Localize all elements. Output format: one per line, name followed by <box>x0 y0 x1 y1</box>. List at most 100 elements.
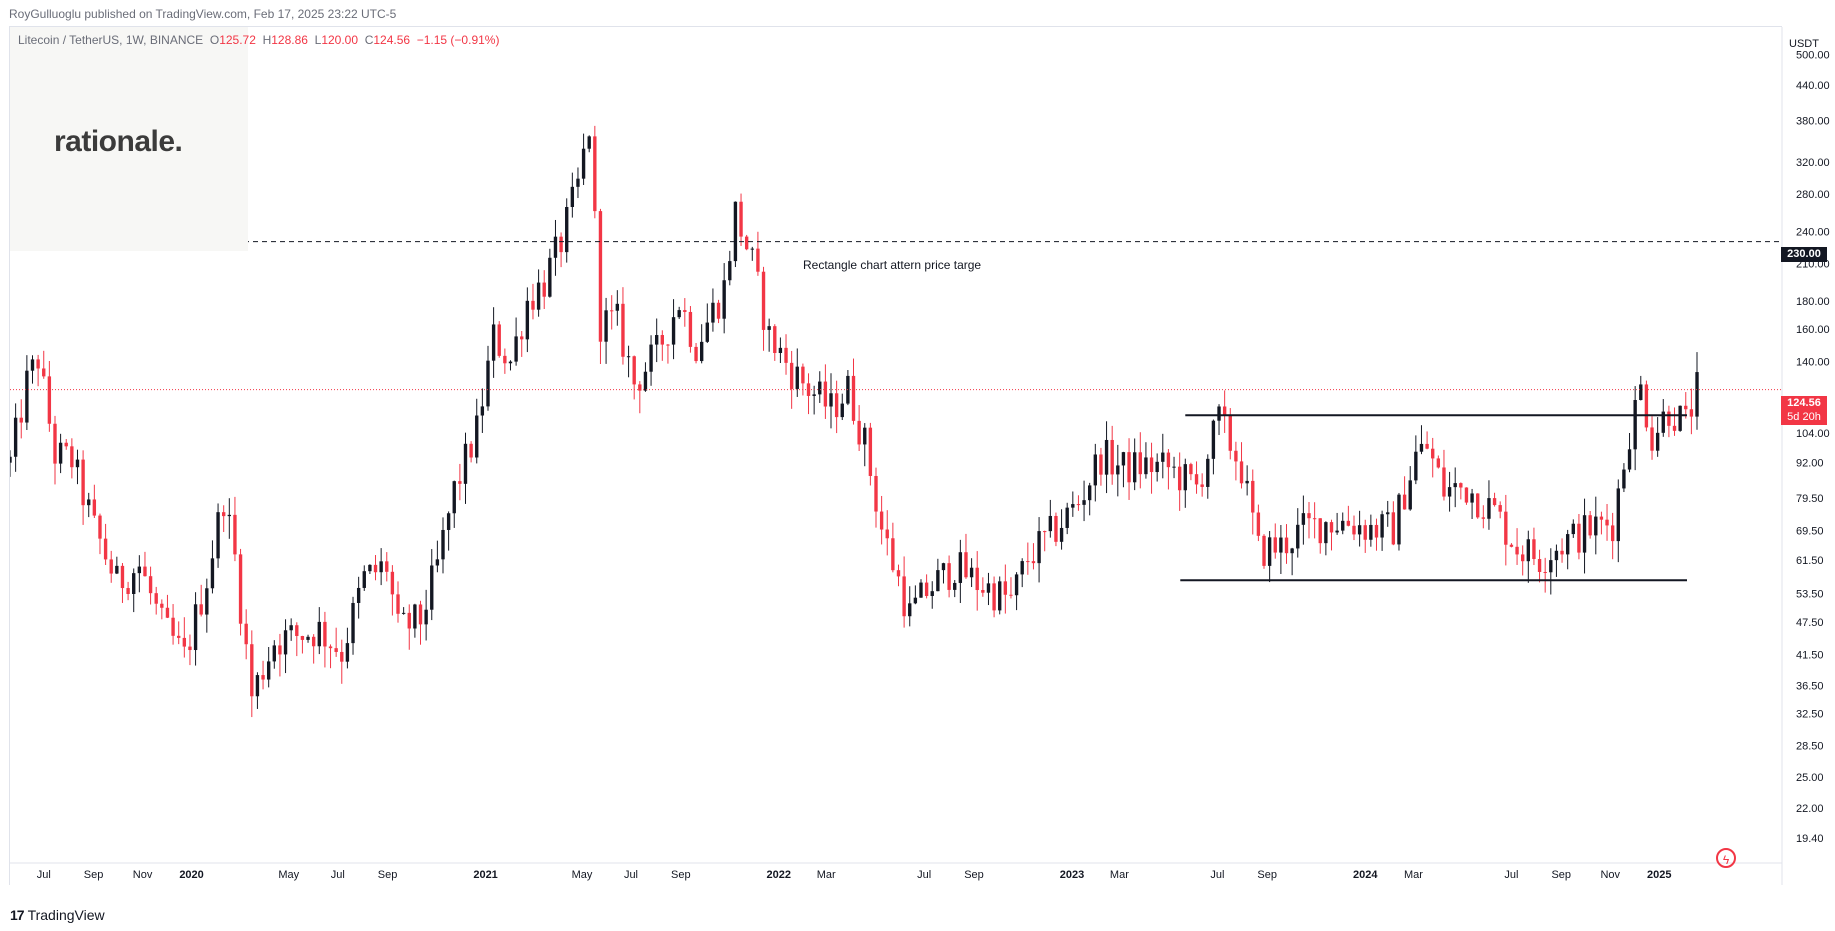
candle-body <box>1459 483 1463 488</box>
candle-body <box>1048 515 1053 532</box>
candle-body <box>1414 451 1418 481</box>
time-tick-label: Jul <box>331 869 345 881</box>
candle-body <box>767 326 771 330</box>
candle-body <box>739 201 743 237</box>
lightning-icon[interactable]: ϟ <box>1716 848 1736 868</box>
open-label: O <box>209 33 220 47</box>
chart-frame[interactable]: 500.00 440.00 380.00 320.00 280.00 240.00 210.… <box>9 26 1830 885</box>
candle-body <box>660 335 664 345</box>
candle-body <box>1622 469 1626 489</box>
candle-body <box>795 366 799 389</box>
candle-body <box>1228 415 1232 451</box>
candle-body <box>244 623 248 645</box>
candle-body <box>615 303 620 311</box>
candle-body <box>53 423 57 464</box>
symbol-name[interactable]: Litecoin / TetherUS, 1W, BINANCE <box>18 33 204 47</box>
candle-body <box>1650 427 1654 451</box>
candle-body <box>323 621 327 647</box>
candle-body <box>30 359 35 371</box>
candle-body <box>368 564 372 572</box>
time-tick-label: Mar <box>817 869 836 881</box>
price-tick-label: 180.00 <box>1796 296 1830 308</box>
candle-body <box>148 576 153 594</box>
candle-body <box>525 300 530 340</box>
candle-body <box>902 576 906 617</box>
candle-body <box>199 604 203 615</box>
candle-body <box>705 322 709 342</box>
candle-body <box>761 271 766 330</box>
candle-body <box>486 360 490 407</box>
candle-body <box>452 481 456 514</box>
time-tick-label: Mar <box>1110 869 1129 881</box>
chart-plot[interactable]: 500.00440.00380.00320.00280.00240.00210.… <box>10 27 1835 885</box>
candle-body <box>1172 466 1176 468</box>
candle-body <box>728 261 732 281</box>
candle-body <box>497 324 501 356</box>
candle-body <box>222 512 226 517</box>
candle-body <box>1183 464 1187 491</box>
candle-body <box>778 347 783 354</box>
price-tick-label: 92.00 <box>1796 458 1824 470</box>
candle-body <box>103 538 108 560</box>
candle-body <box>570 186 575 208</box>
candle-body <box>283 630 288 655</box>
candle-body <box>1121 452 1126 466</box>
candle-body <box>1369 524 1373 540</box>
candle-body <box>688 311 693 347</box>
candle-body <box>1639 384 1643 401</box>
candle-body <box>1301 513 1306 525</box>
change-value: −1.15 (−0.91%) <box>416 33 500 47</box>
currency-label[interactable]: USDT <box>1789 38 1819 50</box>
candle-body <box>1043 531 1047 533</box>
candle-body <box>177 635 181 638</box>
price-tick-label: 440.00 <box>1796 80 1830 92</box>
candle-body <box>1256 512 1261 536</box>
candle-body <box>1138 452 1142 475</box>
candle-body <box>328 646 333 649</box>
time-tick-label: Jul <box>1504 869 1518 881</box>
candle-body <box>385 561 389 572</box>
price-tick-label: 500.00 <box>1796 49 1830 61</box>
candle-body <box>503 355 507 364</box>
candle-body <box>1037 531 1041 564</box>
candle-body <box>1161 452 1165 462</box>
candle-body <box>1627 449 1632 470</box>
candle-body <box>25 370 29 423</box>
candle-body <box>446 513 451 530</box>
price-tick-label: 380.00 <box>1796 116 1830 128</box>
legend-line[interactable]: Litecoin / TetherUS, 1W, BINANCE O125.72… <box>18 33 499 47</box>
candle-body <box>1447 487 1452 497</box>
footer-brand[interactable]: 17 TradingView <box>10 907 105 923</box>
candle-body <box>92 499 97 516</box>
candle-body <box>941 563 946 571</box>
candle-body <box>587 136 591 149</box>
time-tick-label: 2025 <box>1647 869 1671 881</box>
candle-body <box>756 248 760 272</box>
candle-body <box>1425 443 1429 449</box>
target-annotation[interactable]: Rectangle chart attern price targe <box>803 258 982 272</box>
candle-body <box>1397 494 1401 545</box>
candle-body <box>165 607 170 618</box>
time-tick-label: Sep <box>378 869 398 881</box>
candle-body <box>1380 514 1384 538</box>
high-label: H <box>262 33 272 47</box>
candle-body <box>143 566 147 577</box>
price-tick-label: 19.40 <box>1796 833 1824 845</box>
candle-body <box>1222 406 1227 416</box>
tradingview-brand: TradingView <box>27 907 105 923</box>
candle-body <box>261 675 265 680</box>
candle-body <box>1565 534 1570 555</box>
candle-body <box>1082 500 1086 505</box>
last-price-value: 124.56 <box>1787 397 1821 409</box>
candle-body <box>879 511 884 530</box>
candle-body <box>1284 537 1289 554</box>
candle-body <box>1194 474 1199 485</box>
candle-body <box>1678 405 1682 431</box>
candle-body <box>981 590 985 593</box>
candle-body <box>278 645 282 655</box>
candle-body <box>351 602 355 644</box>
candle-body <box>1312 518 1317 520</box>
candle-body <box>1088 485 1092 501</box>
candle-body <box>1262 535 1266 566</box>
candle-body <box>1672 425 1677 431</box>
